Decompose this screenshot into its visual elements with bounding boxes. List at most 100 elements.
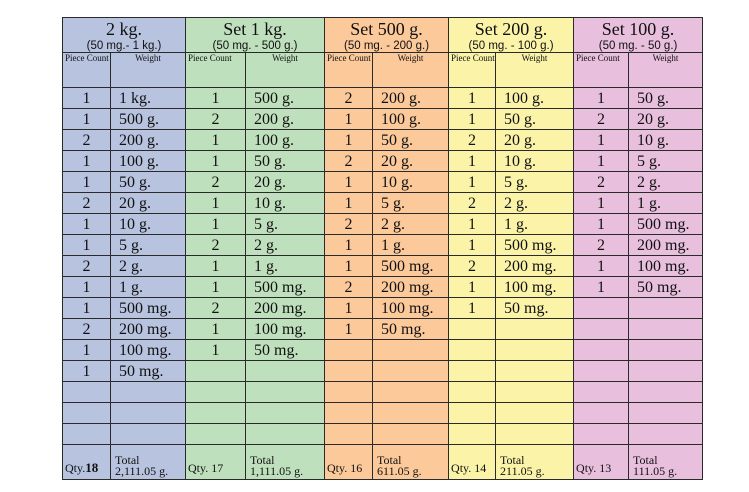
weight-cell (110, 381, 186, 403)
piece-count-cell (573, 318, 630, 340)
weight-cell: 200 mg. (495, 255, 575, 277)
table-row: 1 50 mg. (62, 360, 704, 382)
piece-count-cell (573, 423, 630, 445)
weight-cell: 100 mg. (628, 255, 704, 277)
total-value: 111.05 g. (633, 464, 678, 478)
set-range: (50 mg. - 500 g.) (184, 40, 326, 53)
piece-count-cell: 2 (62, 129, 111, 151)
piece-count-label: Piece Count (451, 53, 495, 64)
weight-cell: 1 g. (372, 234, 450, 256)
piece-count-cell: 1 (573, 192, 630, 214)
set-range: (50 mg. - 200 g.) (324, 40, 450, 53)
piece-count-cell: 2 (185, 108, 246, 130)
total-cell: Total 611.05 g. (372, 444, 450, 480)
qty-label: Qty. (451, 461, 472, 475)
qty-cell: Qty.18 (62, 444, 111, 480)
piece-count-cell: 2 (62, 192, 111, 214)
weight-cell: 50 g. (244, 150, 326, 172)
piece-count-cell (185, 423, 246, 445)
weight-header: Weight (110, 52, 186, 88)
piece-count-cell (324, 402, 374, 424)
weight-cell: 20 g. (110, 192, 186, 214)
piece-count-header: Piece Count (448, 52, 497, 88)
weight-cell (244, 402, 326, 424)
piece-count-cell: 2 (573, 171, 630, 193)
piece-count-label: Piece Count (188, 53, 232, 64)
weight-cell: 5 g. (110, 234, 186, 256)
piece-count-cell (448, 360, 497, 382)
weight-cell (244, 381, 326, 403)
table-row: 1 50 g. 2 20 g. 1 10 g. 1 5 g. 2 2 g. (62, 171, 704, 193)
weight-cell: 50 mg. (372, 318, 450, 340)
total-label: Total (250, 453, 275, 467)
weight-cell: 1 g. (110, 276, 186, 298)
weight-cell (495, 339, 575, 361)
piece-count-cell: 1 (573, 213, 630, 235)
weight-cell (628, 360, 704, 382)
set-title: Set 200 g. (448, 17, 575, 40)
weight-cell (495, 381, 575, 403)
weight-cell: 200 mg. (244, 297, 326, 319)
weight-cell: 5 g. (244, 213, 326, 235)
table-row: 1 100 g. 1 50 g. 2 20 g. 1 10 g. 1 5 g. (62, 150, 704, 172)
piece-count-cell (573, 402, 630, 424)
total-cell: Total 211.05 g. (495, 444, 575, 480)
piece-count-cell: 1 (62, 360, 111, 382)
piece-count-cell: 1 (324, 192, 374, 214)
piece-count-cell: 1 (448, 297, 497, 319)
weight-cell: 50 g. (628, 87, 704, 109)
weight-cell: 200 g. (372, 87, 450, 109)
piece-count-cell: 1 (448, 171, 497, 193)
piece-count-header: Piece Count (185, 52, 246, 88)
qty-cell: Qty. 13 (573, 444, 630, 480)
total-value: 211.05 g. (500, 464, 545, 478)
piece-count-cell: 1 (573, 129, 630, 151)
piece-count-cell (573, 360, 630, 382)
weight-cell: 100 g. (495, 87, 575, 109)
piece-count-cell: 1 (62, 213, 111, 235)
piece-count-cell: 1 (324, 171, 374, 193)
piece-count-cell: 2 (448, 255, 497, 277)
weight-cell: 100 mg. (372, 297, 450, 319)
weight-cell: 10 g. (372, 171, 450, 193)
piece-count-cell: 2 (324, 87, 374, 109)
piece-count-cell: 1 (573, 87, 630, 109)
piece-count-cell: 1 (62, 171, 111, 193)
weight-cell (110, 423, 186, 445)
piece-count-cell: 2 (324, 276, 374, 298)
weight-cell (628, 297, 704, 319)
set-range: (50 mg. - 100 g.) (448, 40, 575, 53)
qty-value: 16 (350, 461, 363, 475)
weight-cell (244, 360, 326, 382)
piece-count-cell: 1 (324, 297, 374, 319)
piece-count-cell: 2 (185, 234, 246, 256)
piece-count-cell (324, 423, 374, 445)
piece-count-cell: 1 (448, 213, 497, 235)
piece-count-header: Piece Count (324, 52, 374, 88)
piece-count-cell (324, 381, 374, 403)
weight-set-table: 2 kg. Set 1 kg. Set 500 g. Set 200 g. Se… (62, 17, 704, 480)
qty-label: Qty. (188, 461, 209, 475)
total-label: Total (500, 453, 525, 467)
piece-count-cell: 1 (62, 87, 111, 109)
weight-cell (628, 381, 704, 403)
piece-count-label: Piece Count (327, 53, 371, 64)
piece-count-cell: 1 (324, 255, 374, 277)
piece-count-cell: 2 (324, 150, 374, 172)
weight-cell (495, 360, 575, 382)
weight-cell: 2 g. (244, 234, 326, 256)
piece-count-cell (185, 402, 246, 424)
piece-count-cell: 1 (573, 255, 630, 277)
piece-count-cell: 1 (185, 129, 246, 151)
qty-value: 18 (85, 460, 99, 475)
table-row: 2 200 mg. 1 100 mg. 1 50 mg. (62, 318, 704, 340)
weight-cell (372, 339, 450, 361)
weight-cell: 500 mg. (244, 276, 326, 298)
piece-count-cell: 1 (185, 318, 246, 340)
piece-count-cell (62, 402, 111, 424)
weight-cell (372, 402, 450, 424)
